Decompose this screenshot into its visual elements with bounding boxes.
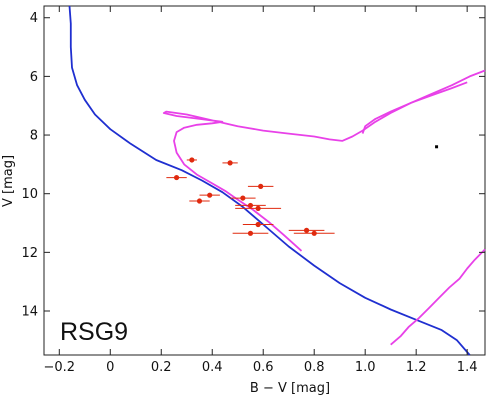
data-points — [166, 145, 439, 236]
y-axis-label: V [mag] — [1, 155, 16, 207]
x-tick-label: 0.8 — [304, 360, 325, 375]
y-tick-label: 8 — [30, 129, 38, 144]
data-point — [196, 198, 203, 204]
x-tick-label: 0.2 — [151, 360, 172, 375]
data-point — [303, 227, 310, 233]
data-point — [173, 174, 180, 181]
plot-frame — [43, 5, 486, 356]
y-tick-label: 6 — [30, 70, 38, 85]
x-tick-label: 1.0 — [355, 360, 376, 375]
cluster-label: RSG9 — [60, 318, 128, 346]
x-tick-label: 0 — [106, 360, 114, 375]
x-tick-label: 1.4 — [457, 360, 478, 375]
isochrone-curves — [68, 5, 486, 356]
data-point — [247, 202, 254, 209]
data-point — [189, 157, 195, 163]
x-tick-label: 0.6 — [253, 360, 274, 375]
x-axis-label: B − V [mag] — [250, 381, 330, 396]
data-point — [247, 230, 254, 236]
isochrone-line-0 — [68, 5, 471, 356]
data-point — [255, 221, 261, 228]
data-point — [311, 230, 317, 236]
x-tick-label: −0.2 — [44, 360, 76, 375]
y-tick-label: 4 — [30, 11, 38, 26]
isochrone-line-1 — [390, 248, 486, 346]
isochrone-line-3 — [361, 81, 468, 134]
x-tick-label: 1.2 — [406, 360, 427, 375]
axis-ticks: −0.2 0 0.2 0.4 0.6 0.8 1.0 1.2 1.4 4 6 8 10 12 14 — [21, 6, 485, 375]
isochrone-line-2 — [162, 69, 486, 252]
data-point — [258, 183, 264, 189]
data-point — [207, 192, 213, 198]
data-point — [240, 195, 246, 201]
y-tick-label: 14 — [21, 305, 38, 320]
data-point — [227, 160, 233, 166]
data-point — [255, 205, 261, 211]
marker-point — [435, 145, 439, 149]
x-tick-label: 0.4 — [202, 360, 223, 375]
y-tick-label: 12 — [21, 246, 38, 261]
y-tick-label: 10 — [21, 187, 38, 202]
